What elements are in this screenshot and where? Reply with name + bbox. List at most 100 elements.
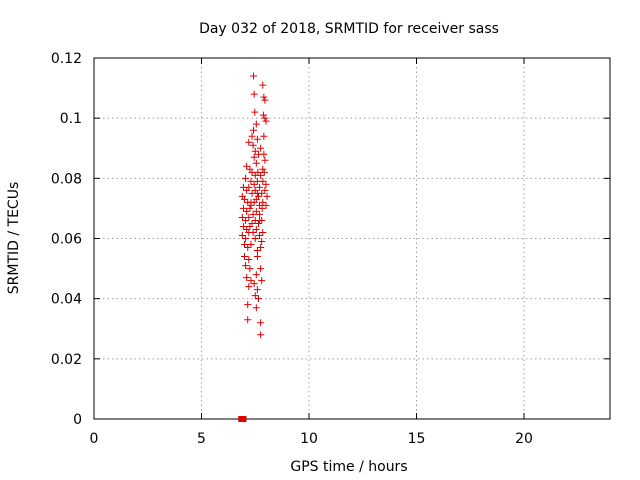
data-point — [250, 90, 258, 98]
data-point — [244, 301, 252, 309]
data-point — [254, 295, 262, 303]
data-point — [258, 277, 266, 285]
data-point — [245, 213, 253, 221]
x-tick-label: 20 — [515, 431, 533, 447]
data-point — [259, 81, 267, 89]
data-point — [242, 262, 250, 270]
y-axis-label: SRMTID / TECUs — [6, 182, 22, 295]
data-point — [256, 216, 264, 224]
data-point — [260, 150, 268, 158]
data-point — [246, 204, 254, 212]
data-point — [261, 96, 269, 104]
data-point — [245, 283, 253, 291]
data-point — [257, 171, 265, 179]
data-point — [247, 241, 255, 249]
data-point — [252, 159, 260, 167]
data-point — [257, 265, 265, 273]
data-point — [250, 153, 258, 161]
x-tick-label: 5 — [197, 431, 206, 447]
data-point — [253, 135, 261, 143]
data-point — [256, 210, 264, 218]
data-point — [242, 216, 250, 224]
data-point — [242, 235, 250, 242]
data-point — [252, 225, 260, 233]
data-point — [247, 277, 255, 285]
y-tick-label: 0.06 — [51, 232, 82, 248]
x-tick-label: 0 — [90, 431, 99, 447]
data-point — [239, 204, 247, 212]
data-point — [256, 231, 264, 239]
data-point — [260, 93, 268, 101]
data-point — [245, 228, 253, 236]
data-point — [253, 286, 261, 294]
y-tick-label: 0 — [73, 412, 82, 428]
x-axis-label: GPS time / hours — [290, 459, 407, 475]
data-point — [260, 132, 268, 140]
grid — [94, 58, 610, 419]
data-point — [245, 183, 253, 191]
data-point — [238, 231, 246, 239]
data-point — [242, 174, 250, 182]
data-point — [259, 198, 267, 206]
data-point — [243, 274, 251, 282]
data-point — [245, 256, 253, 264]
data-point — [253, 247, 261, 255]
data-point — [259, 111, 267, 119]
x-tick-label: 15 — [408, 431, 426, 447]
data-point — [256, 183, 264, 191]
data-point — [241, 241, 248, 249]
data-point — [243, 162, 251, 170]
data-point — [250, 126, 258, 134]
data-point — [259, 228, 267, 236]
data-point — [239, 222, 247, 230]
data-point — [244, 244, 252, 252]
x-tick-label: 10 — [300, 431, 318, 447]
data-point — [238, 213, 246, 221]
data-point — [262, 117, 270, 125]
data-point — [259, 177, 267, 185]
data-point — [249, 210, 257, 218]
data-point — [243, 207, 251, 215]
data-point — [258, 204, 266, 212]
data-point — [246, 265, 254, 273]
y-tick-label: 0.02 — [51, 352, 82, 368]
data-point — [257, 244, 265, 252]
data-point — [262, 180, 270, 188]
data-points — [238, 72, 271, 422]
data-point — [250, 280, 258, 288]
data-point — [257, 144, 265, 152]
data-point — [250, 180, 258, 188]
data-point — [261, 186, 269, 194]
data-point — [258, 238, 266, 246]
y-axis: 0 0.02 0.04 0.06 0.08 0.1 0.12 — [51, 51, 610, 428]
y-tick-label: 0.12 — [51, 51, 82, 67]
data-point — [261, 156, 269, 164]
data-point — [259, 165, 267, 173]
data-point — [261, 114, 269, 122]
data-point — [245, 138, 253, 146]
data-point — [251, 235, 259, 242]
data-point — [251, 147, 259, 155]
data-point — [246, 222, 254, 230]
data-point — [241, 195, 248, 203]
data-point — [252, 304, 260, 312]
data-point — [244, 316, 252, 324]
data-point — [252, 195, 260, 203]
data-point — [251, 292, 259, 300]
data-point — [240, 416, 247, 422]
data-point — [254, 219, 262, 227]
data-point — [263, 192, 271, 200]
data-point — [252, 120, 260, 128]
data-point — [247, 198, 255, 206]
data-point — [248, 132, 256, 140]
data-point — [253, 253, 261, 261]
x-axis: 0 5 10 15 20 — [90, 58, 533, 447]
chart-title: Day 032 of 2018, SRMTID for receiver sas… — [199, 21, 499, 37]
data-point — [253, 189, 261, 197]
data-point — [252, 207, 260, 215]
y-tick-label: 0.04 — [51, 292, 82, 308]
data-point — [260, 168, 268, 176]
data-point — [251, 108, 259, 116]
data-point — [252, 271, 260, 279]
